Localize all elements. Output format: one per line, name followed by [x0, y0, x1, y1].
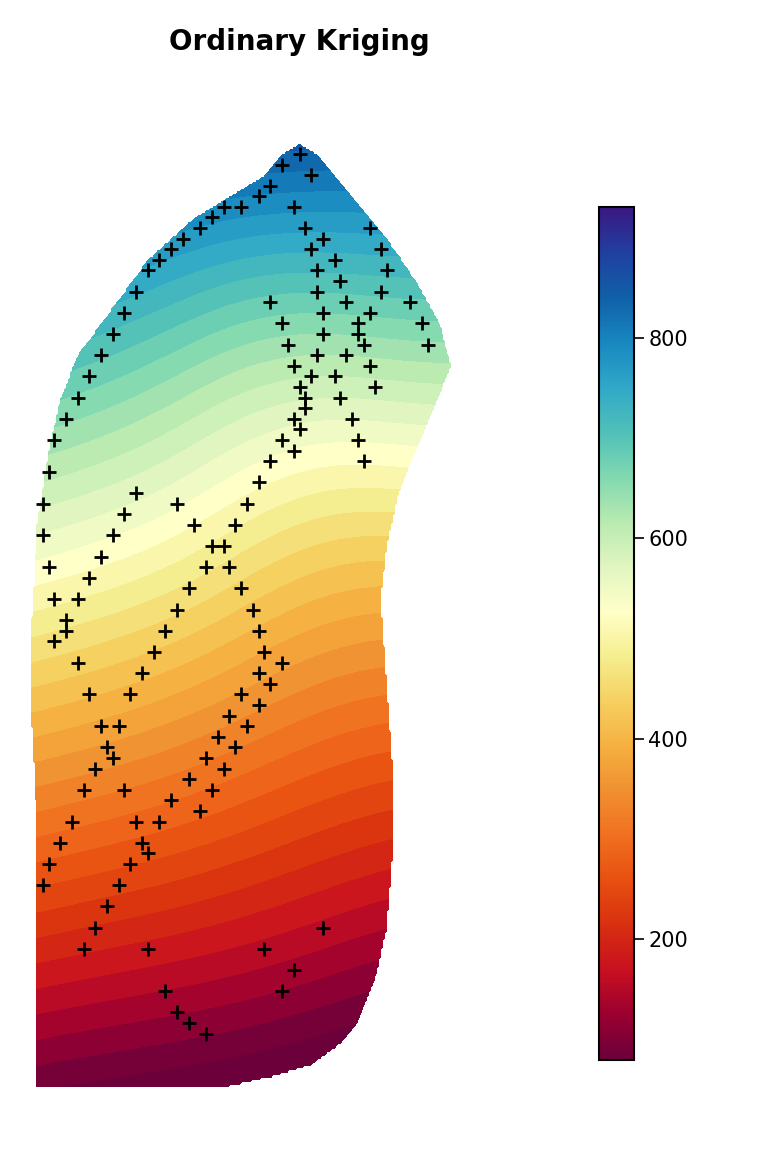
Title: Ordinary Kriging: Ordinary Kriging	[169, 28, 430, 55]
